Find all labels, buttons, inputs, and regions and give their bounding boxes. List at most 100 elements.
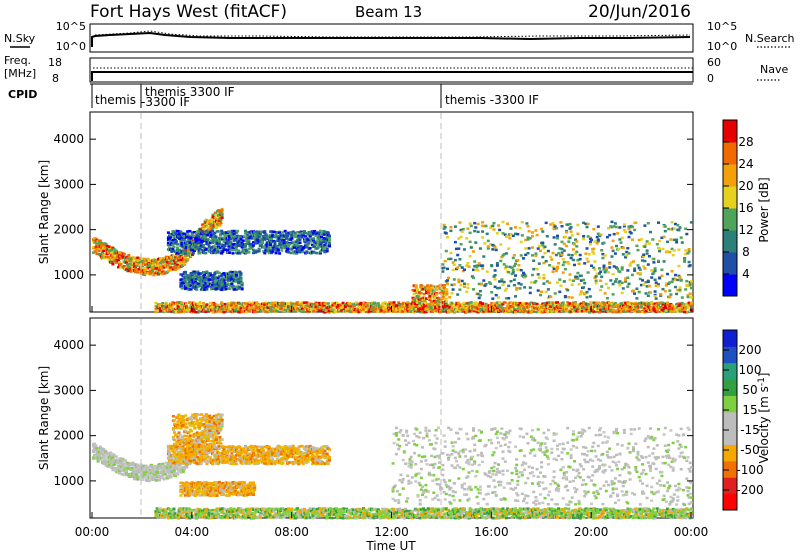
echo-cell: [610, 255, 614, 258]
echo-cell: [522, 257, 525, 260]
echo-cell: [126, 263, 130, 266]
echo-cell: [142, 261, 146, 264]
echo-cell: [608, 262, 612, 265]
echo-cell: [202, 249, 205, 253]
echo-cell: [592, 247, 596, 251]
nave-label: Nave: [760, 63, 788, 76]
echo-cell: [249, 247, 253, 250]
echo-cell: [596, 225, 600, 228]
echo-cell: [169, 259, 173, 262]
echo-cell: [229, 243, 233, 246]
echo-cell: [222, 248, 226, 251]
echo-cell: [139, 268, 143, 271]
echo-cell: [188, 255, 192, 258]
echo-cell: [151, 266, 155, 269]
echo-cell: [549, 295, 553, 298]
echo-cell: [269, 243, 272, 246]
echo-cell: [101, 250, 105, 254]
echo-cell: [561, 263, 565, 267]
echo-cell: [298, 241, 302, 244]
echo-cell: [531, 231, 534, 234]
echo-cell: [147, 262, 151, 266]
echo-cell: [507, 271, 511, 274]
echo-cell: [494, 293, 498, 297]
echo-cell: [435, 293, 439, 296]
echo-cell: [174, 254, 177, 257]
echo-cell: [444, 297, 448, 300]
echo-cell: [517, 264, 521, 267]
echo-cell: [474, 241, 478, 244]
echo-cell: [166, 231, 170, 234]
echo-cell: [466, 227, 470, 230]
echo-cell: [629, 232, 633, 235]
echo-cell: [523, 286, 527, 289]
echo-cell: [176, 246, 179, 249]
echo-cell: [643, 259, 647, 263]
echo-cell: [202, 227, 206, 230]
echo-cell: [257, 235, 261, 239]
power-scatter: [92, 207, 693, 314]
echo-cell: [532, 267, 536, 271]
nave-tick-bottom: 0: [707, 72, 714, 85]
nsearch-label: N.Search: [745, 32, 795, 45]
echo-cell: [247, 247, 251, 251]
echo-cell: [544, 221, 548, 225]
echo-cell: [239, 234, 243, 238]
echo-cell: [159, 270, 163, 274]
echo-cell: [239, 239, 243, 242]
echo-cell: [228, 287, 232, 291]
echo-cell: [188, 241, 192, 244]
echo-cell: [659, 293, 663, 296]
echo-cell: [131, 260, 135, 263]
echo-cell: [514, 274, 517, 277]
echo-cell: [444, 307, 448, 311]
echo-cell: [127, 269, 131, 273]
echo-cell: [182, 232, 186, 235]
echo-cell: [468, 255, 472, 258]
nsearch-trace: [94, 30, 691, 38]
echo-cell: [328, 244, 331, 248]
echo-cell: [146, 257, 150, 261]
echo-cell: [151, 268, 155, 271]
echo-cell: [104, 255, 108, 259]
noise-tick-right-bottom: 10^0: [707, 40, 737, 53]
echo-cell: [563, 295, 567, 298]
echo-cell: [220, 252, 224, 255]
echo-cell: [567, 262, 571, 265]
echo-cell: [144, 269, 148, 272]
echo-cell: [485, 232, 489, 236]
echo-cell: [493, 273, 497, 277]
echo-cell: [658, 277, 662, 280]
echo-cell: [428, 297, 432, 300]
echo-cell: [499, 259, 503, 263]
echo-cell: [636, 248, 640, 252]
echo-cell: [653, 269, 657, 272]
echo-cell: [210, 234, 213, 237]
echo-cell: [205, 240, 209, 244]
echo-cell: [298, 238, 302, 242]
echo-cell: [582, 235, 586, 238]
echo-cell: [266, 249, 270, 252]
echo-cell: [497, 296, 500, 299]
echo-cell: [584, 252, 588, 255]
echo-cell: [109, 257, 113, 261]
echo-cell: [607, 271, 610, 274]
echo-cell: [575, 240, 579, 243]
echo-cell: [223, 232, 227, 236]
echo-cell: [228, 234, 232, 238]
echo-cell: [141, 257, 144, 260]
echo-cell: [211, 213, 215, 217]
echo-cell: [567, 253, 571, 257]
cpid-label: CPID: [8, 88, 37, 101]
echo-cell: [456, 293, 460, 296]
echo-cell: [214, 235, 218, 239]
echo-cell: [655, 309, 659, 313]
echo-cell: [278, 252, 282, 255]
echo-cell: [507, 284, 511, 288]
echo-cell: [443, 259, 447, 263]
echo-cell: [156, 262, 160, 265]
echo-cell: [230, 235, 234, 238]
echo-cell: [187, 253, 191, 257]
echo-cell: [467, 265, 471, 268]
echo-cell: [481, 267, 485, 270]
